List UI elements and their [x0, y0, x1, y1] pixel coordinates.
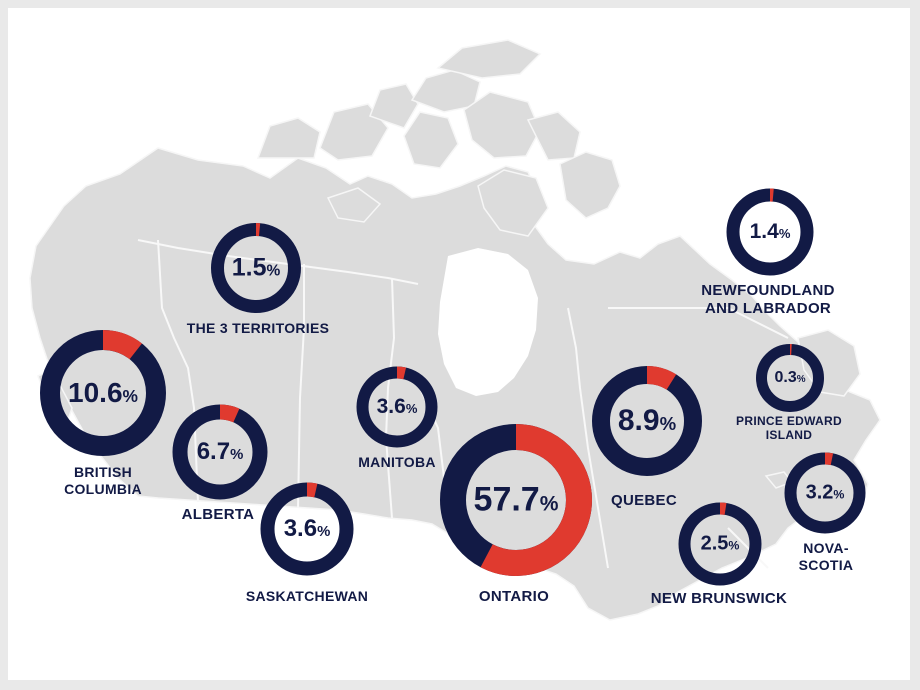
arctic-island-shape [326, 187, 382, 223]
pei-label: PRINCE EDWARD ISLAND [736, 414, 842, 443]
ontario-label: ONTARIO [478, 588, 550, 605]
alberta-donut: 6.7% [172, 404, 268, 500]
territories-donut: 1.5% [210, 222, 302, 314]
saskatchewan-label: SASKATCHEWAN [245, 588, 369, 604]
donut-share-arc [756, 344, 824, 412]
alberta-percentage: 6.7% [196, 438, 244, 465]
donut-share-arc [726, 188, 814, 276]
quebec-percentage: 8.9% [617, 404, 677, 437]
ontario-donut-chart [440, 424, 592, 576]
ontario-donut: 57.7% [440, 424, 592, 576]
newfoundland-donut: 1.4% [726, 188, 814, 276]
saskatchewan-percentage: 3.6% [283, 515, 331, 542]
arctic-island-shape [526, 111, 581, 161]
arctic-island-shape [256, 117, 321, 159]
donut-share-arc [592, 366, 702, 476]
territories-label: THE 3 TERRITORIES [186, 320, 330, 336]
nova-scotia-percentage: 3.2% [805, 481, 845, 504]
pei-percentage: 0.3% [774, 369, 806, 386]
territories-donut-chart [211, 223, 301, 313]
newfoundland-percentage: 1.4% [749, 220, 791, 243]
british-columbia-label: BRITISH COLUMBIA [64, 464, 142, 497]
newfoundland-donut-chart [726, 188, 814, 276]
hudson-bay-shape [438, 248, 538, 396]
arctic-island-shape [436, 39, 542, 79]
nova-scotia-donut: 3.2% [784, 452, 866, 534]
arctic-island-shape [463, 91, 541, 159]
arctic-island-shape [477, 169, 549, 237]
quebec-donut-chart [592, 366, 702, 476]
arctic-island-shape [403, 111, 459, 169]
saskatchewan-donut-chart [260, 482, 354, 576]
manitoba-donut: 3.6% [356, 366, 438, 448]
new-brunswick-donut: 2.5% [678, 502, 762, 586]
donut-share-arc [678, 502, 762, 586]
territories-percentage: 1.5% [231, 253, 281, 282]
donut-share-arc [440, 424, 592, 576]
british-columbia-donut-chart [40, 330, 166, 456]
arctic-island-shape [559, 151, 621, 219]
donut-share-arc [356, 366, 438, 448]
canada-map [29, 39, 881, 621]
donut-share-arc [260, 482, 354, 576]
manitoba-percentage: 3.6% [376, 395, 418, 418]
quebec-donut: 8.9% [592, 366, 702, 476]
donut-share-arc [172, 404, 268, 500]
pei-donut-chart [756, 344, 824, 412]
quebec-label: QUEBEC [611, 492, 677, 509]
alberta-donut-chart [172, 404, 268, 500]
british-columbia-percentage: 10.6% [68, 377, 138, 408]
manitoba-donut-chart [356, 366, 438, 448]
donut-share-arc [40, 330, 166, 456]
arctic-island-shape [410, 69, 481, 113]
map-frame: 1.5% THE 3 TERRITORIES 10.6% BRITISH COL… [8, 8, 910, 680]
donut-share-arc [784, 452, 866, 534]
arctic-island-shape [369, 83, 419, 129]
saskatchewan-donut: 3.6% [260, 482, 354, 576]
new-brunswick-percentage: 2.5% [700, 532, 740, 555]
new-brunswick-donut-chart [678, 502, 762, 586]
newfoundland-label: NEWFOUNDLAND AND LABRADOR [701, 282, 835, 317]
ontario-percentage: 57.7% [473, 480, 559, 519]
manitoba-label: MANITOBA [358, 454, 436, 470]
pei-donut: 0.3% [756, 344, 824, 412]
alberta-label: ALBERTA [181, 506, 255, 523]
arctic-island-shape [319, 103, 389, 161]
nova-scotia-donut-chart [784, 452, 866, 534]
british-columbia-donut: 10.6% [40, 330, 166, 456]
donut-share-arc [211, 223, 301, 313]
new-brunswick-label: NEW BRUNSWICK [650, 590, 788, 607]
nova-scotia-label: NOVA- SCOTIA [798, 540, 854, 573]
